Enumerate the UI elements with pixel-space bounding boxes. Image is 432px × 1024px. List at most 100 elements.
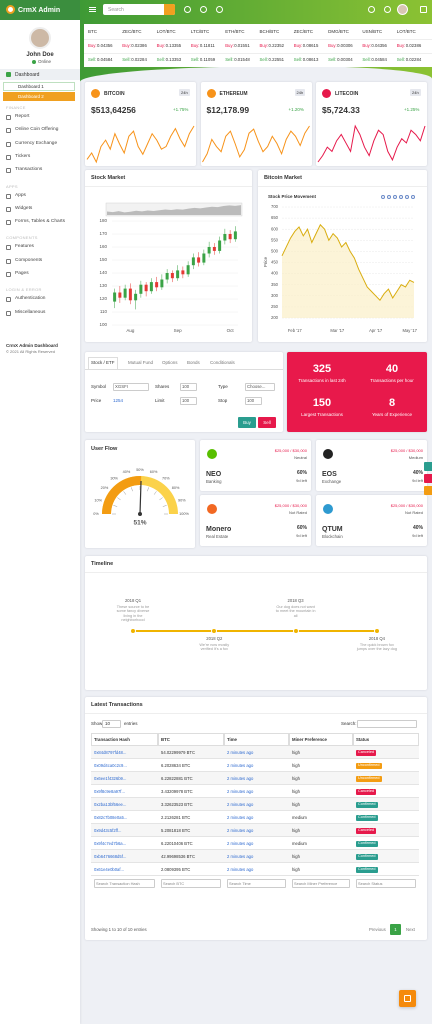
menu-item[interactable]: Authentication — [15, 296, 46, 302]
tab[interactable]: Stock / ETF — [91, 360, 115, 365]
table-header[interactable]: BTC — [161, 736, 170, 742]
tab[interactable]: Conditionals — [210, 360, 235, 365]
submenu-item[interactable] — [3, 82, 75, 91]
chart-tool[interactable] — [381, 195, 385, 199]
menu-item[interactable]: Currency Exchange — [15, 140, 58, 146]
tab[interactable]: Mutual Fund — [128, 360, 154, 365]
coin-category: Exchange — [322, 479, 342, 484]
transaction-hash[interactable]: 0x9f4c7ed7b6a... — [94, 840, 127, 846]
table-header-cell — [289, 733, 353, 746]
filter-placeholder: Search BTC — [163, 880, 185, 886]
transaction-hash[interactable]: 0x9f8c9e8a97f... — [94, 788, 125, 794]
filter-input[interactable] — [94, 879, 155, 888]
field-input[interactable] — [180, 383, 197, 391]
tab-active[interactable] — [88, 357, 118, 369]
search-input[interactable] — [103, 4, 175, 15]
floating-action[interactable] — [399, 990, 416, 1007]
search-button[interactable] — [164, 4, 175, 15]
avatar-small[interactable] — [397, 4, 408, 15]
table-cell: high — [292, 827, 300, 833]
page-current-bg[interactable] — [390, 924, 401, 935]
table-cell: high — [292, 762, 300, 768]
transaction-hash[interactable]: 0x9d43c5f2ff... — [94, 827, 122, 833]
filter-input[interactable] — [292, 879, 350, 888]
settings-tab[interactable] — [424, 486, 432, 495]
settings-tab[interactable] — [424, 462, 432, 471]
field-input[interactable] — [180, 397, 197, 405]
order-button[interactable] — [258, 417, 276, 428]
ticker-sell: 0.08613 — [302, 56, 319, 62]
table-search[interactable] — [357, 719, 417, 728]
order-button-label[interactable]: Buy — [243, 419, 251, 425]
table-header[interactable]: Miner Preference — [292, 736, 327, 742]
chart-tool[interactable] — [393, 195, 397, 199]
tab[interactable]: Bonds — [187, 360, 200, 365]
table-cell: 2.2126281 BTC — [161, 814, 191, 820]
settings-tab[interactable] — [424, 474, 432, 483]
menu-item[interactable]: Tickers — [15, 153, 31, 159]
menu-item[interactable]: Pages — [15, 271, 29, 276]
field-value: 100 — [247, 398, 255, 403]
filter-input[interactable] — [356, 879, 416, 888]
menu-item[interactable]: Widgets — [15, 205, 33, 211]
submenu-item[interactable] — [3, 92, 75, 101]
menu-item[interactable]: Forms, Tables & Charts — [15, 219, 66, 225]
filter-input[interactable] — [161, 879, 221, 888]
toolbar-icon[interactable] — [384, 6, 391, 13]
chart-tool[interactable] — [387, 195, 391, 199]
menu-toggle[interactable] — [89, 7, 96, 8]
toolbar-icon[interactable] — [216, 6, 223, 13]
transaction-hash[interactable]: 0xb6476668d5f... — [94, 853, 127, 859]
card-title: Timeline — [91, 561, 114, 567]
status-dot — [32, 60, 36, 64]
order-button-label[interactable]: Sell — [263, 419, 271, 425]
toolbar-icon[interactable] — [184, 6, 191, 13]
chart-tool[interactable] — [405, 195, 409, 199]
ticker-buy-label: Buy: — [293, 43, 303, 48]
field-input[interactable] — [245, 397, 262, 405]
length-select[interactable] — [102, 719, 121, 728]
field-input[interactable] — [245, 383, 275, 391]
toolbar-icon[interactable] — [200, 6, 207, 13]
menu-item[interactable]: Report — [15, 114, 30, 119]
page-current[interactable]: 1 — [394, 927, 397, 932]
stat-label: Largest Transactions — [301, 412, 343, 417]
menu-heading: FINANCE — [6, 105, 26, 110]
transaction-hash[interactable]: 0x82c7b08e0a5... — [94, 814, 128, 820]
chart-tool[interactable] — [399, 195, 403, 199]
coin-change: +1.25% — [404, 107, 420, 112]
ticker-buy-label: Buy: — [190, 43, 200, 48]
chart-tool[interactable] — [411, 195, 415, 199]
filter-placeholder: Search Miner Preference — [294, 880, 338, 886]
toolbar-icon[interactable] — [368, 6, 375, 13]
field-input[interactable] — [113, 383, 149, 391]
timeline-text: Our dog does not want to meet the mounta… — [275, 604, 316, 618]
table-header[interactable]: Transaction Hash — [94, 736, 130, 742]
page-next[interactable]: Next — [406, 927, 415, 932]
ticker-sell-label: Sell: — [293, 56, 303, 62]
table-row — [91, 850, 419, 863]
transaction-hash[interactable]: 0x61e4e0b0af... — [94, 866, 125, 872]
menu-item[interactable]: Components — [15, 257, 43, 263]
coin-percent: 40% — [412, 470, 423, 476]
menu-item[interactable]: Miscellaneous — [15, 309, 46, 315]
transaction-hash[interactable]: 0x6ee1f4326b9... — [94, 775, 127, 781]
menu-item-active[interactable] — [0, 69, 80, 80]
transaction-hash[interactable]: 0x09d4ca0c2c9... — [94, 762, 127, 768]
settings-icon[interactable] — [420, 6, 427, 13]
table-header[interactable]: Status — [356, 736, 370, 742]
order-button[interactable] — [238, 417, 256, 428]
filter-input[interactable] — [227, 879, 286, 888]
table-header[interactable]: Time — [227, 736, 237, 742]
menu-item[interactable]: Online Coin Offering — [15, 127, 59, 133]
length-value: 10 — [105, 721, 111, 726]
menu-item[interactable]: Transactions — [15, 167, 43, 173]
transaction-hash[interactable]: 0x2ba13bf56ee... — [94, 801, 127, 807]
transaction-hash[interactable]: 0x84d8797fd48... — [94, 749, 127, 755]
menu-item[interactable]: Apps — [15, 192, 26, 198]
field-value: 1254 — [113, 398, 124, 403]
page-prev[interactable]: Previous — [369, 927, 386, 932]
menu-item[interactable]: Features — [15, 244, 34, 250]
tab[interactable]: Options — [162, 360, 178, 365]
period-badge: 24h — [410, 89, 421, 96]
